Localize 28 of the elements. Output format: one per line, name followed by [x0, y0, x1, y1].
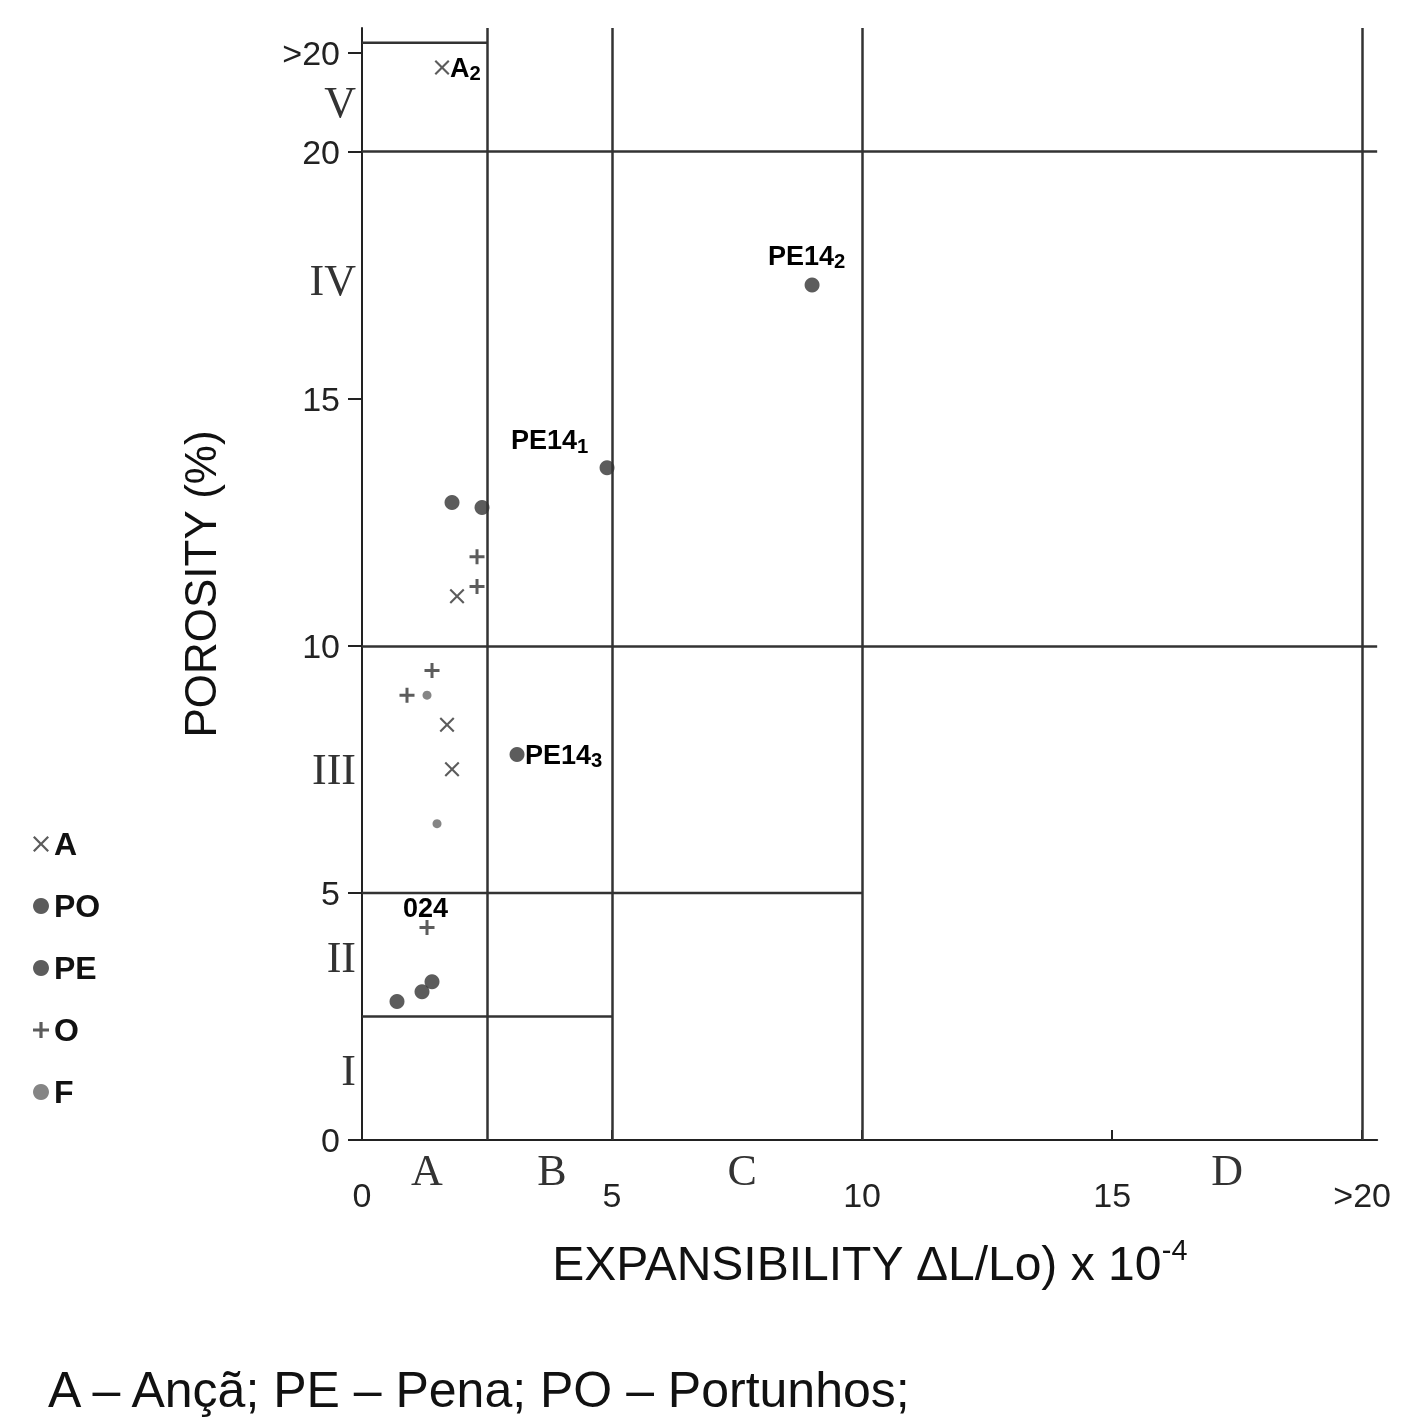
- text: B: [537, 1145, 567, 1195]
- legend-label: PE: [54, 950, 97, 986]
- text: II: [326, 932, 356, 982]
- legend-label: PO: [54, 888, 101, 924]
- y-tick-label: 0: [321, 1121, 340, 1159]
- text: A: [411, 1145, 444, 1195]
- y-axis-title: POROSITY (%): [175, 430, 225, 738]
- text: IV: [309, 255, 357, 305]
- y-tick-label: 20: [302, 132, 340, 171]
- x-tick-label: 5: [602, 1176, 622, 1214]
- y-tick-label: 10: [302, 626, 340, 665]
- text: A – Ançã; PE – Pena; PO – Portunhos;: [48, 1362, 910, 1418]
- x-tick-label: 0: [352, 1176, 372, 1214]
- legend-label: O: [54, 1012, 79, 1048]
- x-tick-label: >20: [1333, 1176, 1392, 1214]
- annotation: 024: [403, 892, 449, 923]
- text: C: [727, 1145, 757, 1195]
- text: D: [1211, 1145, 1244, 1195]
- x-tick-label: 10: [843, 1176, 881, 1214]
- text: I: [341, 1046, 356, 1096]
- y-tick-label: 15: [302, 379, 340, 418]
- legend-label: F: [54, 1074, 74, 1110]
- text: V: [324, 77, 357, 127]
- legend-label: A: [54, 826, 78, 862]
- y-tick-label: >20: [282, 33, 340, 72]
- x-tick-label: 15: [1093, 1176, 1132, 1214]
- y-tick-label: 5: [321, 873, 340, 912]
- text: III: [312, 744, 356, 794]
